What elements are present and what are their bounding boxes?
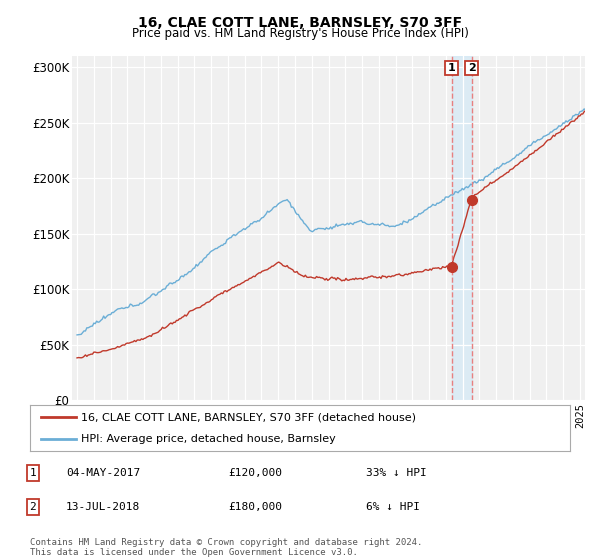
Text: £120,000: £120,000 xyxy=(228,468,282,478)
Bar xyxy=(452,56,472,400)
Text: 1: 1 xyxy=(29,468,37,478)
Text: 04-MAY-2017: 04-MAY-2017 xyxy=(66,468,140,478)
Text: 16, CLAE COTT LANE, BARNSLEY, S70 3FF (detached house): 16, CLAE COTT LANE, BARNSLEY, S70 3FF (d… xyxy=(82,412,416,422)
Text: HPI: Average price, detached house, Barnsley: HPI: Average price, detached house, Barn… xyxy=(82,435,336,444)
Text: Contains HM Land Registry data © Crown copyright and database right 2024.
This d: Contains HM Land Registry data © Crown c… xyxy=(30,538,422,557)
Text: 2: 2 xyxy=(29,502,37,512)
Text: £180,000: £180,000 xyxy=(228,502,282,512)
Text: 2: 2 xyxy=(468,63,476,73)
Text: 33% ↓ HPI: 33% ↓ HPI xyxy=(366,468,427,478)
Text: 1: 1 xyxy=(448,63,455,73)
Text: 6% ↓ HPI: 6% ↓ HPI xyxy=(366,502,420,512)
Text: 13-JUL-2018: 13-JUL-2018 xyxy=(66,502,140,512)
Text: Price paid vs. HM Land Registry's House Price Index (HPI): Price paid vs. HM Land Registry's House … xyxy=(131,27,469,40)
Bar xyxy=(581,56,585,400)
Text: 16, CLAE COTT LANE, BARNSLEY, S70 3FF: 16, CLAE COTT LANE, BARNSLEY, S70 3FF xyxy=(138,16,462,30)
